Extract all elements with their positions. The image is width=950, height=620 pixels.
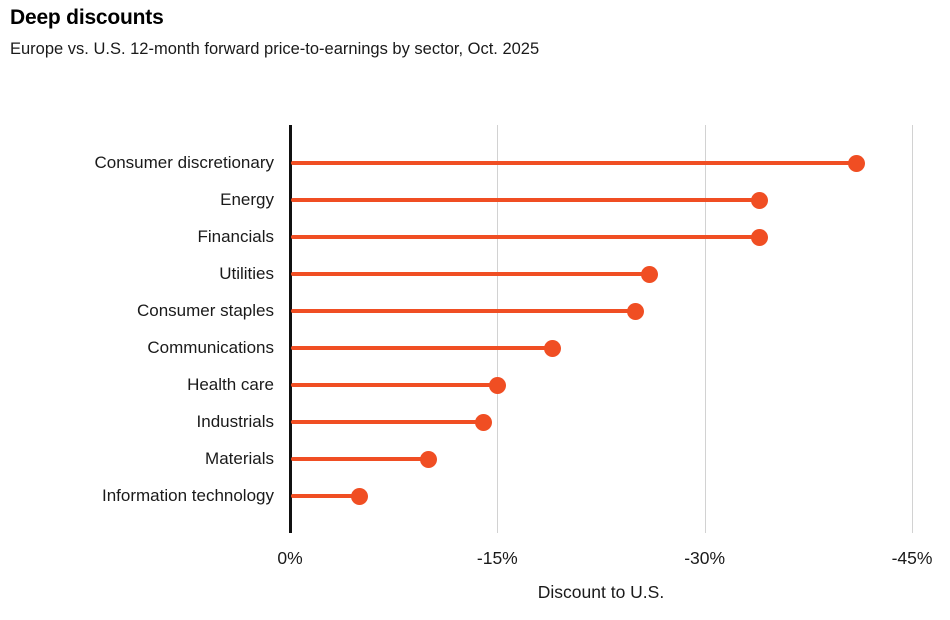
lollipop-dot (848, 154, 866, 172)
x-tick-label: -45% (891, 548, 933, 568)
category-label: Information technology (102, 486, 274, 505)
category-label: Financials (197, 227, 274, 246)
lollipop-dot (350, 487, 368, 505)
lollipop-dot (544, 339, 562, 357)
lollipop-line (291, 383, 498, 387)
lollipop-dot (488, 376, 506, 394)
lollipop-line (291, 198, 760, 202)
x-tick-label: 0% (277, 548, 303, 568)
lollipop-dot (475, 413, 492, 431)
lollipop-dot (640, 265, 658, 283)
category-label: Materials (205, 449, 274, 468)
lollipop-dot (419, 450, 437, 468)
lollipop-dot (751, 228, 769, 246)
lollipop-dot (627, 302, 645, 320)
category-label: Communications (147, 338, 274, 357)
chart-subtitle: Europe vs. U.S. 12-month forward price-t… (10, 40, 540, 58)
category-label: Utilities (219, 264, 274, 283)
lollipop-line (291, 494, 360, 498)
lollipop-line (291, 309, 636, 313)
gridline (497, 125, 499, 533)
lollipop-line (291, 346, 553, 350)
x-tick-label: -30% (684, 548, 726, 568)
lollipop-dot (751, 191, 769, 209)
category-label: Consumer discretionary (94, 153, 274, 172)
chart-title: Deep discounts (10, 6, 164, 29)
lollipop-line (291, 272, 650, 276)
lollipop-line (291, 161, 857, 165)
lollipop-line (291, 235, 760, 239)
gridline (912, 125, 913, 533)
category-label: Health care (187, 375, 274, 394)
category-label: Industrials (196, 412, 274, 431)
gridline (704, 125, 706, 533)
lollipop-line (291, 420, 484, 424)
y-axis-zero-line (288, 125, 292, 533)
category-label: Consumer staples (136, 301, 274, 320)
x-tick-label: -15% (476, 548, 518, 568)
lollipop-line (291, 457, 429, 461)
category-label: Energy (220, 190, 274, 209)
x-axis-title: Discount to U.S. (537, 582, 665, 602)
